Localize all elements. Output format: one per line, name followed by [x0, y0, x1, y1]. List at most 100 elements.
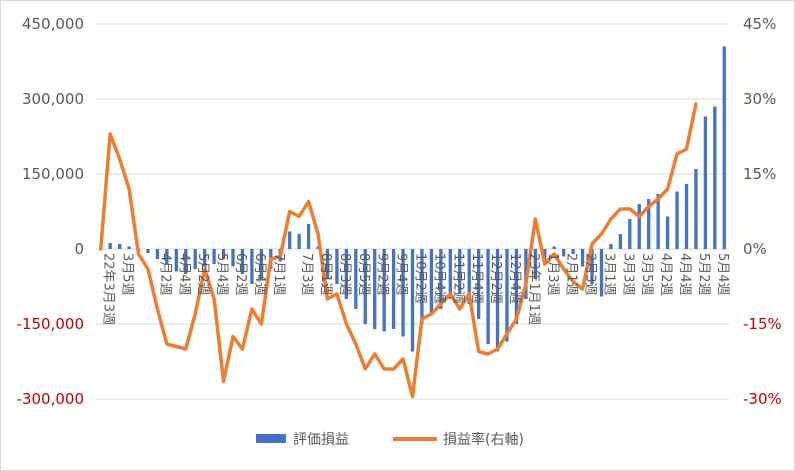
bar-61	[675, 191, 679, 249]
left-tick-label-3: 150,000	[22, 165, 84, 183]
bar-62	[684, 184, 689, 249]
category-label-21: 23年1月1週	[526, 253, 541, 325]
category-axis-labels: 22年3月3週 3月5週 4月2週 4月4週 5月2週 5月4週 6月2週 6月4週 7月1週 7…	[101, 253, 730, 325]
category-label-19: 12月2週	[488, 253, 503, 304]
bar-33	[410, 249, 415, 352]
bar-8	[174, 249, 178, 272]
right-tick-label-2: 0%	[743, 240, 767, 258]
category-label-24: 2月3週	[583, 253, 598, 296]
bar-55	[618, 234, 623, 249]
bar-29	[373, 249, 377, 329]
bar-2	[117, 244, 122, 249]
category-label-7: 6月4週	[252, 253, 267, 296]
category-label-30: 5月2週	[696, 253, 711, 296]
bar-34	[420, 249, 424, 324]
bar-5	[146, 249, 150, 253]
bar-11	[202, 249, 207, 267]
bar-50	[571, 249, 575, 254]
bar-37	[448, 249, 452, 299]
bar-13	[221, 249, 226, 259]
category-label-27: 3月5週	[639, 253, 654, 296]
left-tick-label-4: 300,000	[22, 90, 84, 108]
bar-22	[306, 224, 311, 249]
category-label-11: 8月3週	[337, 253, 352, 296]
bar-1	[108, 243, 112, 249]
legend-swatch-bar	[256, 434, 286, 443]
category-label-15: 10月2週	[413, 253, 428, 304]
bar-58	[647, 199, 651, 249]
bar-15	[240, 249, 245, 274]
right-axis-ticks: -30% -15% 0% 15% 30% 45%	[743, 15, 782, 408]
bar-52	[590, 249, 594, 284]
category-label-1: 3月5週	[120, 253, 135, 296]
category-label-2: 4月2週	[157, 253, 172, 296]
bar-42	[495, 249, 500, 352]
bar-6	[155, 249, 160, 259]
category-label-17: 11月2週	[450, 253, 465, 304]
category-label-31: 5月4週	[715, 253, 730, 296]
bar-51	[580, 249, 585, 267]
bar-43	[505, 249, 509, 342]
right-tick-label-0: -30%	[743, 390, 782, 408]
bar-30	[382, 249, 386, 332]
bar-series-valuation-pl	[99, 46, 726, 352]
bar-48	[552, 246, 556, 249]
left-tick-label-5: 450,000	[22, 15, 84, 33]
left-axis-ticks: -300,000 -150,000 0 150,000 300,000 450,000	[17, 15, 84, 408]
bar-56	[628, 219, 632, 249]
legend: 評価損益 損益率(右軸)	[256, 431, 524, 448]
left-tick-label-0: -300,000	[17, 390, 84, 408]
category-label-4: 5月2週	[195, 253, 210, 296]
category-label-26: 3月3週	[620, 253, 635, 296]
bar-31	[391, 249, 396, 329]
bar-17	[259, 249, 263, 279]
bar-25	[335, 249, 339, 284]
bar-64	[703, 116, 708, 249]
right-tick-label-4: 30%	[743, 90, 776, 108]
category-label-29: 4月4週	[677, 253, 692, 296]
bar-44	[514, 249, 519, 324]
bar-14	[231, 249, 235, 267]
bar-36	[439, 249, 443, 309]
category-label-23: 2月1週	[564, 253, 579, 296]
bar-7	[165, 249, 169, 264]
bar-65	[713, 106, 717, 249]
bar-39	[467, 249, 471, 304]
bar-35	[429, 249, 434, 314]
bar-27	[354, 249, 358, 309]
bar-57	[637, 204, 641, 249]
bar-38	[458, 249, 462, 294]
category-label-25: 3月1週	[601, 253, 616, 296]
bar-12	[212, 249, 216, 264]
line-series-pl-rate	[98, 102, 698, 399]
category-label-20: 12月4週	[507, 253, 522, 304]
category-label-8: 7月1週	[271, 253, 286, 296]
category-label-9: 7月3週	[299, 253, 314, 296]
bar-26	[344, 249, 349, 299]
legend-label-line: 損益率(右軸)	[443, 431, 524, 448]
bar-21	[297, 234, 301, 249]
bar-9	[184, 249, 188, 274]
category-label-13: 9月2週	[375, 253, 390, 296]
category-label-12: 8月5週	[356, 253, 371, 296]
bar-53	[599, 249, 604, 297]
left-tick-label-2: 0	[74, 240, 84, 258]
bar-28	[363, 249, 367, 324]
category-label-16: 10月4週	[431, 253, 446, 304]
bar-32	[401, 249, 405, 337]
bar-3	[127, 246, 131, 249]
bar-59	[656, 194, 660, 249]
category-label-18: 11月4週	[469, 253, 484, 304]
category-label-0: 22年3月3週	[101, 253, 116, 325]
left-tick-label-1: -150,000	[17, 315, 84, 333]
bar-41	[486, 249, 490, 344]
bar-24	[325, 249, 330, 279]
legend-label-bar: 評価損益	[293, 432, 349, 448]
bar-66	[722, 46, 726, 249]
right-tick-label-3: 15%	[743, 165, 776, 183]
category-label-10: 8月1週	[318, 253, 333, 296]
bar-10	[193, 249, 197, 269]
bar-20	[288, 231, 292, 249]
